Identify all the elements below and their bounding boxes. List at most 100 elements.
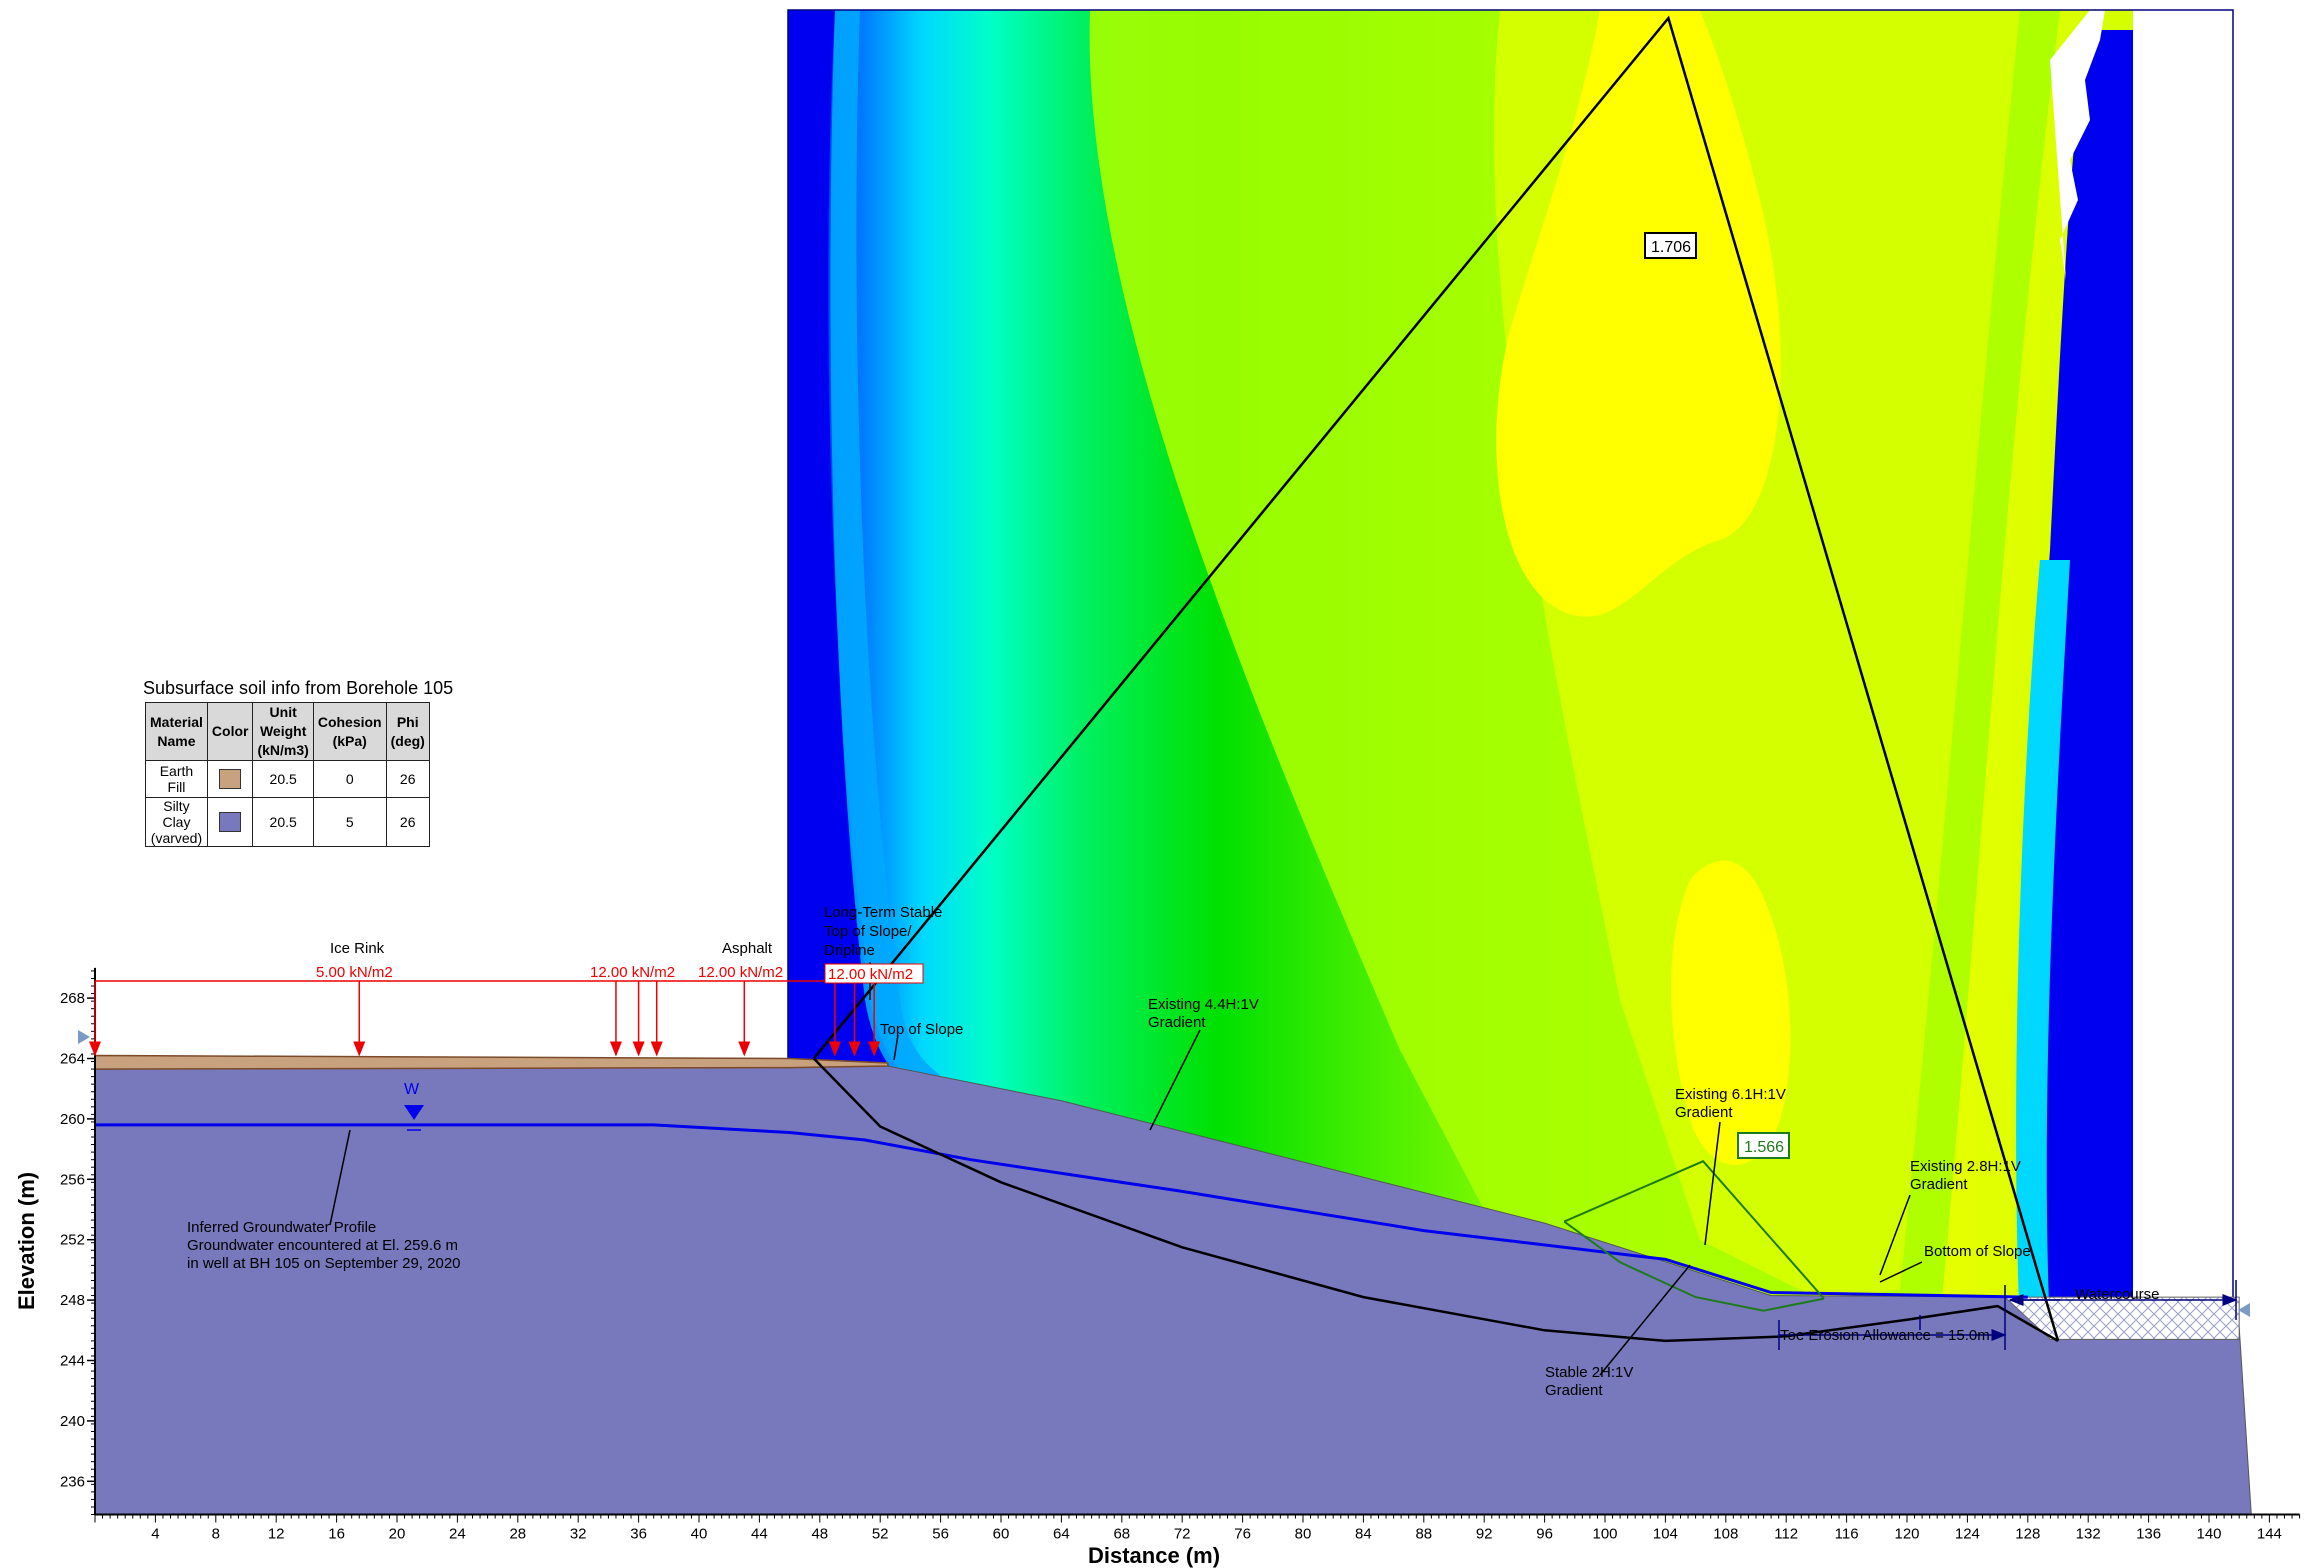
existing-44-label-2: Gradient	[1148, 1014, 1206, 1031]
load-12b-label: 12.00 kN/m2	[698, 964, 783, 981]
y-tick-label: 240	[60, 1413, 85, 1430]
global-slip-surface	[812, 1057, 2059, 1343]
bottom-of-slope-label: Bottom of Slope	[1924, 1243, 2031, 1260]
x-tick-label: 12	[268, 1526, 285, 1543]
stable-2h-label-2: Gradient	[1545, 1382, 1603, 1399]
leader-line	[329, 1129, 351, 1226]
silty-clay-swatch	[219, 812, 242, 832]
x-tick-label: 32	[570, 1526, 587, 1543]
x-tick-label: 20	[389, 1526, 406, 1543]
leader-line	[1704, 1121, 1721, 1246]
contour-yellow-lower	[1671, 860, 1791, 1165]
y-tick-label: 244	[60, 1353, 85, 1370]
long-term-label-2: Top of Slope/	[824, 923, 912, 940]
load-12c-label: 12.00 kN/m2	[828, 966, 913, 983]
right-water-marker-icon	[2238, 1303, 2250, 1317]
x-tick-label: 24	[449, 1526, 466, 1543]
groundwater-label-2: Groundwater encountered at El. 259.6 m	[187, 1237, 458, 1254]
safety-factor-contours	[788, 10, 2225, 1330]
groundwater-label-3: in well at BH 105 on September 29, 2020	[187, 1255, 461, 1272]
x-tick-label: 60	[993, 1526, 1010, 1543]
legend-row: Earth Fill 20.5 0 26	[145, 760, 430, 798]
x-tick-label: 76	[1234, 1526, 1251, 1543]
y-tick-label: 264	[60, 1051, 85, 1068]
local-slip-surface	[1563, 1220, 1825, 1312]
x-tick-label: 68	[1113, 1526, 1130, 1543]
leader-line	[1879, 1194, 1911, 1276]
x-tick-label: 40	[691, 1526, 708, 1543]
contour-left-cyan	[830, 10, 940, 1085]
local-fos-value: 1.566	[1744, 1139, 1784, 1156]
x-tick-label: 116	[1835, 1526, 1859, 1543]
groundwater-line	[95, 1123, 2028, 1299]
legend-header-unit-weight: Unit Weight (kN/m3)	[252, 702, 314, 761]
legend-title: Subsurface soil info from Borehole 105	[143, 678, 454, 698]
legend-color-cell	[206, 797, 254, 847]
asphalt-label: Asphalt	[722, 940, 773, 957]
x-tick-label: 16	[328, 1526, 345, 1543]
earth-fill-swatch	[219, 769, 242, 789]
legend-row: Silty Clay (varved) 20.5 5 26	[145, 797, 430, 847]
x-tick-label: 112	[1774, 1526, 1798, 1543]
x-tick-label: 128	[2015, 1526, 2040, 1543]
x-tick-label: 36	[630, 1526, 647, 1543]
water-table-icon	[402, 1105, 426, 1131]
contour-right-cyan	[2016, 560, 2070, 1330]
legend-material-name: Earth Fill	[145, 760, 208, 798]
y-tick-label: 252	[60, 1232, 85, 1249]
contour-right-white-notch	[2050, 10, 2105, 280]
ice-rink-label: Ice Rink	[330, 940, 385, 957]
x-tick-label: 4	[151, 1526, 159, 1543]
stable-2h-label-1: Stable 2H:1V	[1545, 1364, 1633, 1381]
existing-61-label-2: Gradient	[1675, 1104, 1733, 1121]
x-tick-label: 144	[2257, 1526, 2282, 1543]
earth-fill-layer	[94, 1054, 889, 1070]
existing-61-label-1: Existing 6.1H:1V	[1675, 1086, 1786, 1103]
legend-cohesion: 0	[312, 760, 387, 798]
y-tick-label: 236	[60, 1473, 85, 1490]
existing-right-label-2: Gradient	[1910, 1176, 1968, 1193]
x-tick-label: 136	[2136, 1526, 2161, 1543]
legend-unit-weight: 20.5	[252, 760, 314, 798]
x-tick-label: 120	[1894, 1526, 1919, 1543]
leader-line	[1879, 1261, 1923, 1283]
local-slip-radius-lines	[1563, 1159, 1825, 1300]
x-tick-label: 100	[1592, 1526, 1617, 1543]
legend-header-cohesion: Cohesion (kPa)	[312, 702, 387, 761]
x-tick-label: 56	[932, 1526, 949, 1543]
legend-phi: 26	[385, 760, 430, 798]
groundwater-label-1: Inferred Groundwater Profile	[187, 1219, 376, 1236]
global-slip-radius-lines	[812, 15, 2060, 1342]
x-tick-label: 124	[1955, 1526, 1980, 1543]
y-axis-title: Elevation (m)	[14, 1172, 39, 1310]
legend-color-cell	[206, 760, 254, 798]
legend-phi: 26	[385, 797, 430, 847]
top-of-slope-label: Top of Slope	[880, 1021, 963, 1038]
global-fos-value: 1.706	[1651, 239, 1691, 256]
leader-line	[1599, 1264, 1691, 1376]
x-tick-label: 84	[1355, 1526, 1372, 1543]
toe-erosion-label: Toe Erosion Allowance = 15.0m	[1780, 1327, 1990, 1344]
y-tick-label: 248	[60, 1292, 85, 1309]
long-term-label-3: Dripline	[824, 942, 875, 959]
x-tick-label: 140	[2196, 1526, 2221, 1543]
axes: 4 8 12 16 20 24 28 32 36 40 44 48 52 56 60 64 68 72 76 80 84…	[60, 967, 2301, 1543]
distributed-loads	[89, 980, 911, 1057]
load-12a-label: 12.00 kN/m2	[590, 964, 675, 981]
legend-material-name: Silty Clay (varved)	[145, 797, 208, 847]
legend-cohesion: 5	[312, 797, 387, 847]
x-tick-label: 92	[1476, 1526, 1493, 1543]
existing-right-label-1: Existing 2.8H:1V	[1910, 1158, 2021, 1175]
x-tick-label: 104	[1653, 1526, 1678, 1543]
x-tick-label: 44	[751, 1526, 768, 1543]
watercourse-label: Watercourse	[2075, 1286, 2159, 1303]
legend-header-color: Color	[206, 702, 254, 761]
y-tick-label: 256	[60, 1171, 85, 1188]
ice-rink-load-label: 5.00 kN/m2	[316, 964, 393, 981]
legend-header-phi: Phi (deg)	[385, 702, 430, 761]
x-tick-label: 132	[2076, 1526, 2101, 1543]
leader-line	[1149, 1029, 1201, 1131]
contour-right-blue	[2030, 30, 2133, 1330]
y-tick-label: 260	[60, 1111, 85, 1128]
